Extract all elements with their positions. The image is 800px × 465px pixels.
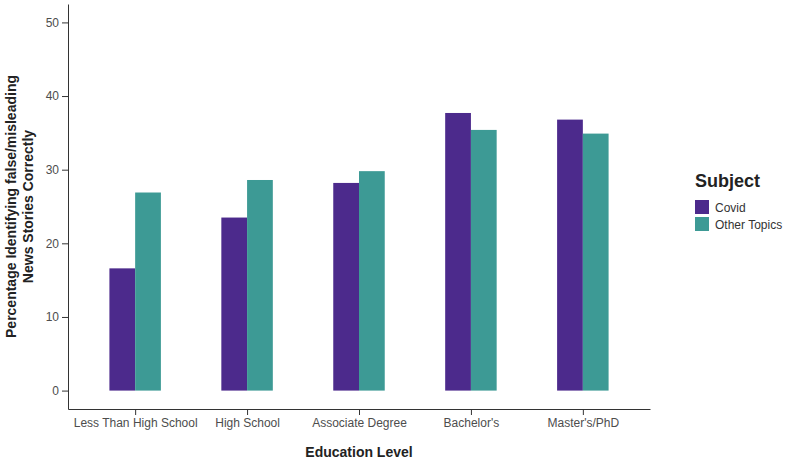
y-tick-label: 20 (46, 237, 60, 251)
x-tick-label: Master's/PhD (548, 416, 620, 430)
bar (247, 180, 273, 391)
y-tick: 30 (46, 163, 68, 177)
x-tick-label: Bachelor's (444, 416, 500, 430)
bar (583, 134, 609, 391)
x-tick: Less Than High School (74, 409, 198, 430)
y-tick: 20 (46, 237, 68, 251)
y-tick-mark (62, 96, 68, 97)
y-tick-label: 50 (46, 16, 60, 30)
legend-swatch (695, 200, 709, 214)
y-axis-line (68, 5, 69, 410)
x-tick-mark (583, 409, 584, 415)
y-tick-mark (62, 170, 68, 171)
chart: 0 10 20 30 40 50 Less Than High School High Sch… (0, 0, 800, 465)
bar (471, 130, 497, 391)
x-tick-mark (471, 409, 472, 415)
y-axis: 0 10 20 30 40 50 (46, 5, 69, 410)
y-tick-mark (62, 22, 68, 23)
bar (557, 120, 583, 391)
x-axis: Less Than High School High School Associat… (69, 409, 651, 430)
legend-title: Subject (695, 171, 760, 191)
y-tick-label: 30 (46, 163, 60, 177)
x-tick-mark (247, 409, 248, 415)
bar (359, 171, 385, 390)
x-tick-mark (359, 409, 360, 415)
y-tick: 50 (46, 16, 68, 30)
y-axis-title-line: News Stories Correctly (20, 130, 36, 283)
x-tick: Master's/PhD (548, 409, 620, 430)
x-tick: Bachelor's (444, 409, 500, 430)
x-axis-title: Education Level (305, 444, 412, 460)
y-tick-mark (62, 243, 68, 244)
bar (221, 218, 247, 391)
x-tick-label: Less Than High School (74, 416, 198, 430)
legend: Subject Covid Other Topics (695, 171, 782, 232)
y-tick-label: 0 (52, 384, 59, 398)
x-tick: Associate Degree (312, 409, 407, 430)
y-axis-title-line: Percentage Identifying false/misleading (3, 75, 19, 338)
x-tick-label: Associate Degree (312, 416, 407, 430)
y-tick: 0 (52, 384, 68, 398)
y-tick: 40 (46, 89, 68, 103)
legend-label: Covid (715, 201, 746, 215)
y-axis-title: Percentage Identifying false/misleadingN… (3, 75, 36, 338)
y-tick-label: 40 (46, 89, 60, 103)
y-tick: 10 (46, 310, 68, 324)
x-tick: High School (215, 409, 280, 430)
bars (109, 113, 608, 391)
legend-label: Other Topics (715, 218, 782, 232)
bar (333, 183, 359, 391)
legend-swatch (695, 217, 709, 231)
x-tick-label: High School (215, 416, 280, 430)
y-tick-mark (62, 391, 68, 392)
y-tick-label: 10 (46, 310, 60, 324)
bar (109, 268, 135, 390)
x-tick-mark (135, 409, 136, 415)
bar (445, 113, 471, 391)
y-tick-mark (62, 317, 68, 318)
bar (135, 193, 161, 391)
